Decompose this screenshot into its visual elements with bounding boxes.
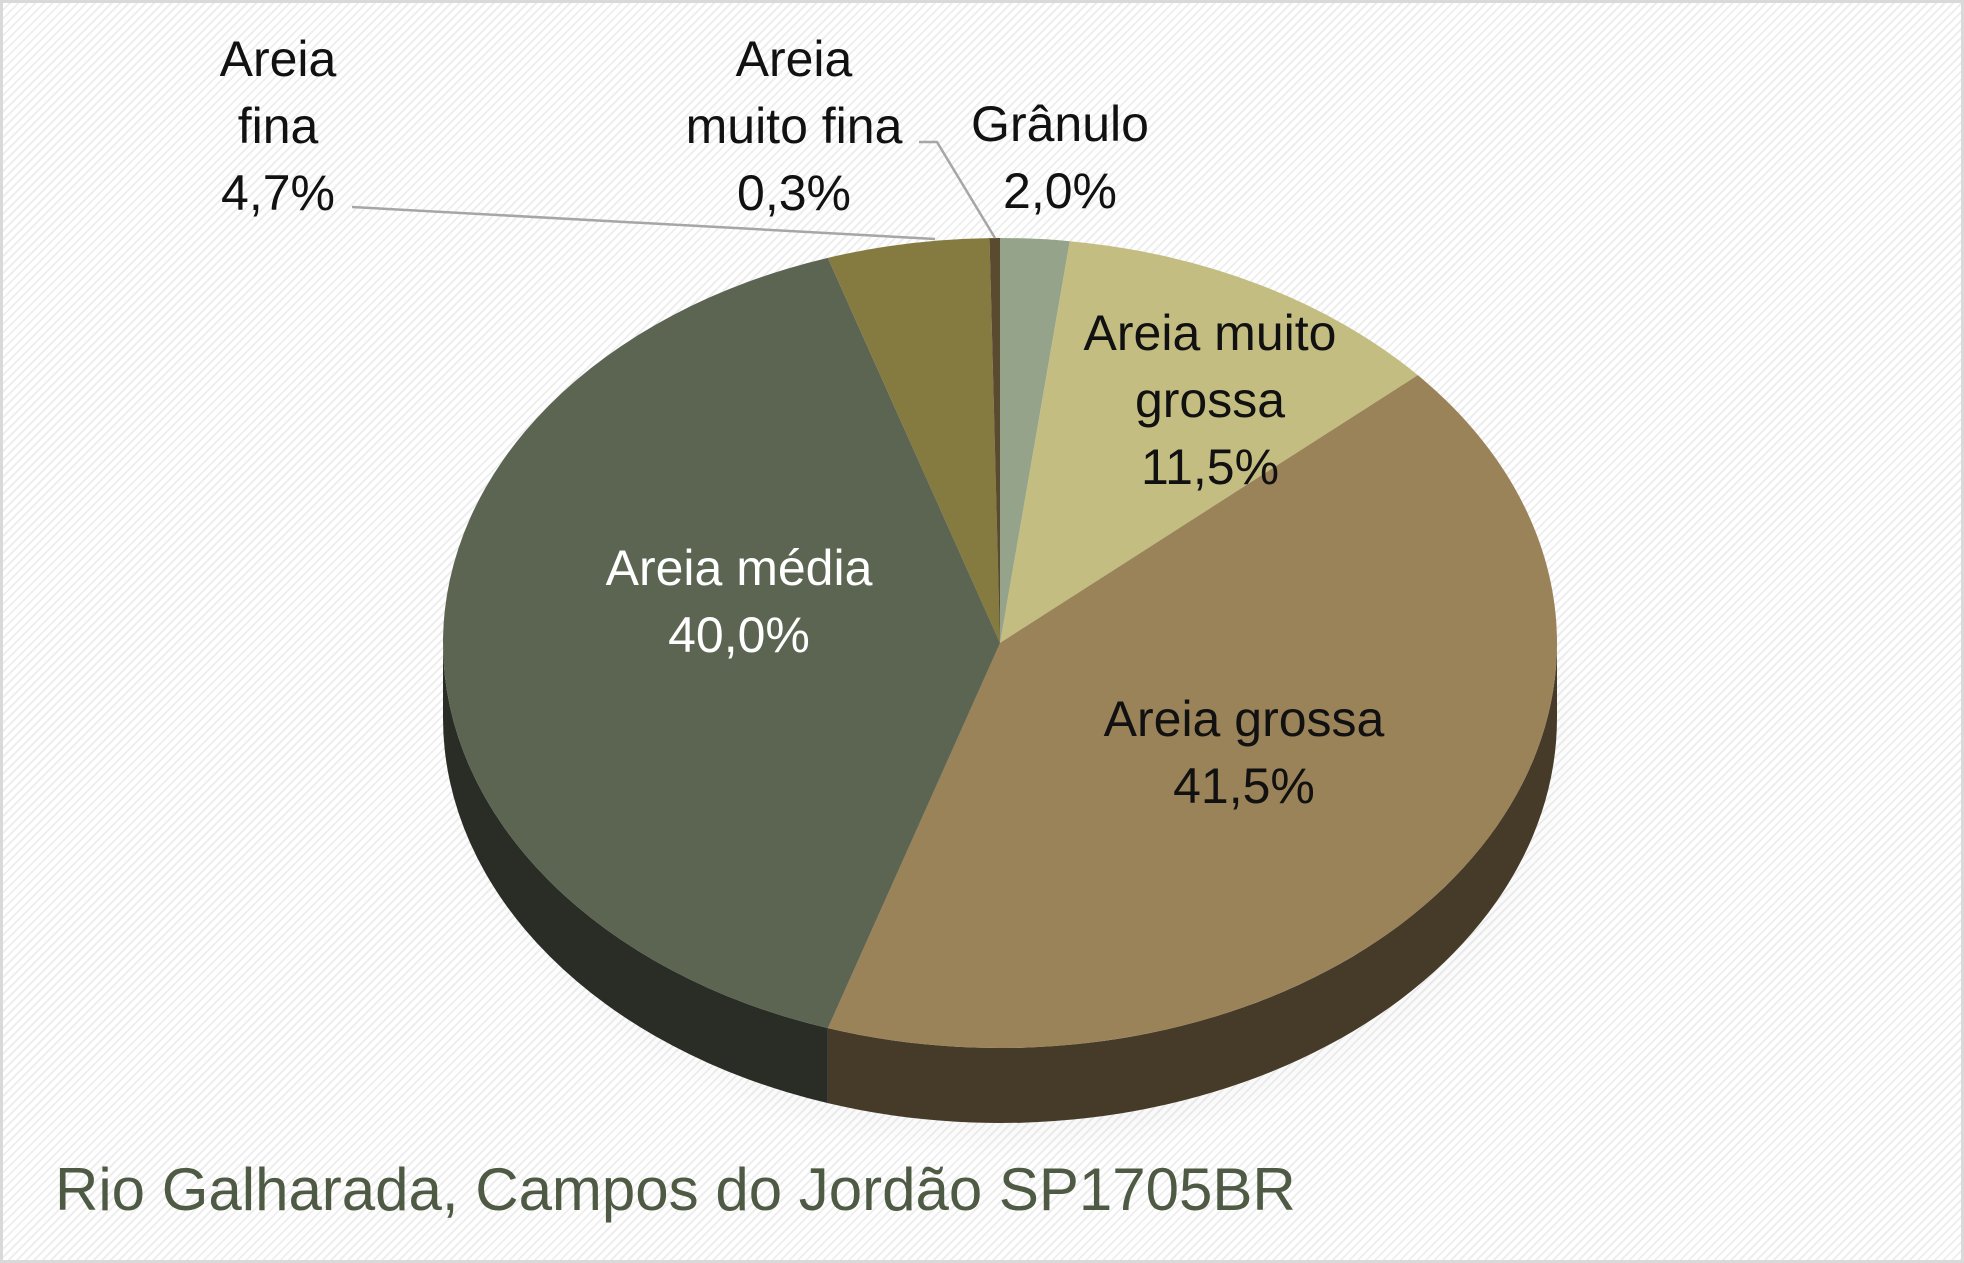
pie-chart: Grânulo 2,0% Areia muito grossa 11,5% Areia g… xyxy=(220,31,1587,1159)
pie-slice-areia-media xyxy=(443,257,1001,1029)
chart-title: Rio Galharada, Campos do Jordão SP1705BR xyxy=(55,1156,1296,1223)
slice-label-areia-muito-fina: Areia muito fina 0,3% xyxy=(686,31,903,221)
pie-slice-granulo xyxy=(1000,238,1070,643)
leader-line-areia-fina xyxy=(351,205,936,241)
pie-slice-areia-fina xyxy=(827,238,1000,643)
slice-label-areia-fina: Areia fina 4,7% xyxy=(220,31,337,221)
slice-label-areia-grossa: Areia grossa 41,5% xyxy=(1104,691,1385,814)
leader-line-areia-muito-fina xyxy=(919,140,997,239)
pie-slice-areia-grossa xyxy=(827,375,1558,1048)
slice-label-granulo: Grânulo 2,0% xyxy=(971,96,1149,219)
pie-slice-areia-muito-fina xyxy=(989,238,1000,643)
pie-slice-areia-muito-grossa xyxy=(1000,241,1418,643)
pie-side-areia-media xyxy=(443,643,828,1104)
slice-label-areia-muito-grossa: Areia muito grossa 11,5% xyxy=(1084,305,1337,495)
pie-side-areia-grossa xyxy=(827,643,1557,1123)
slice-label-areia-media: Areia média 40,0% xyxy=(606,540,873,663)
